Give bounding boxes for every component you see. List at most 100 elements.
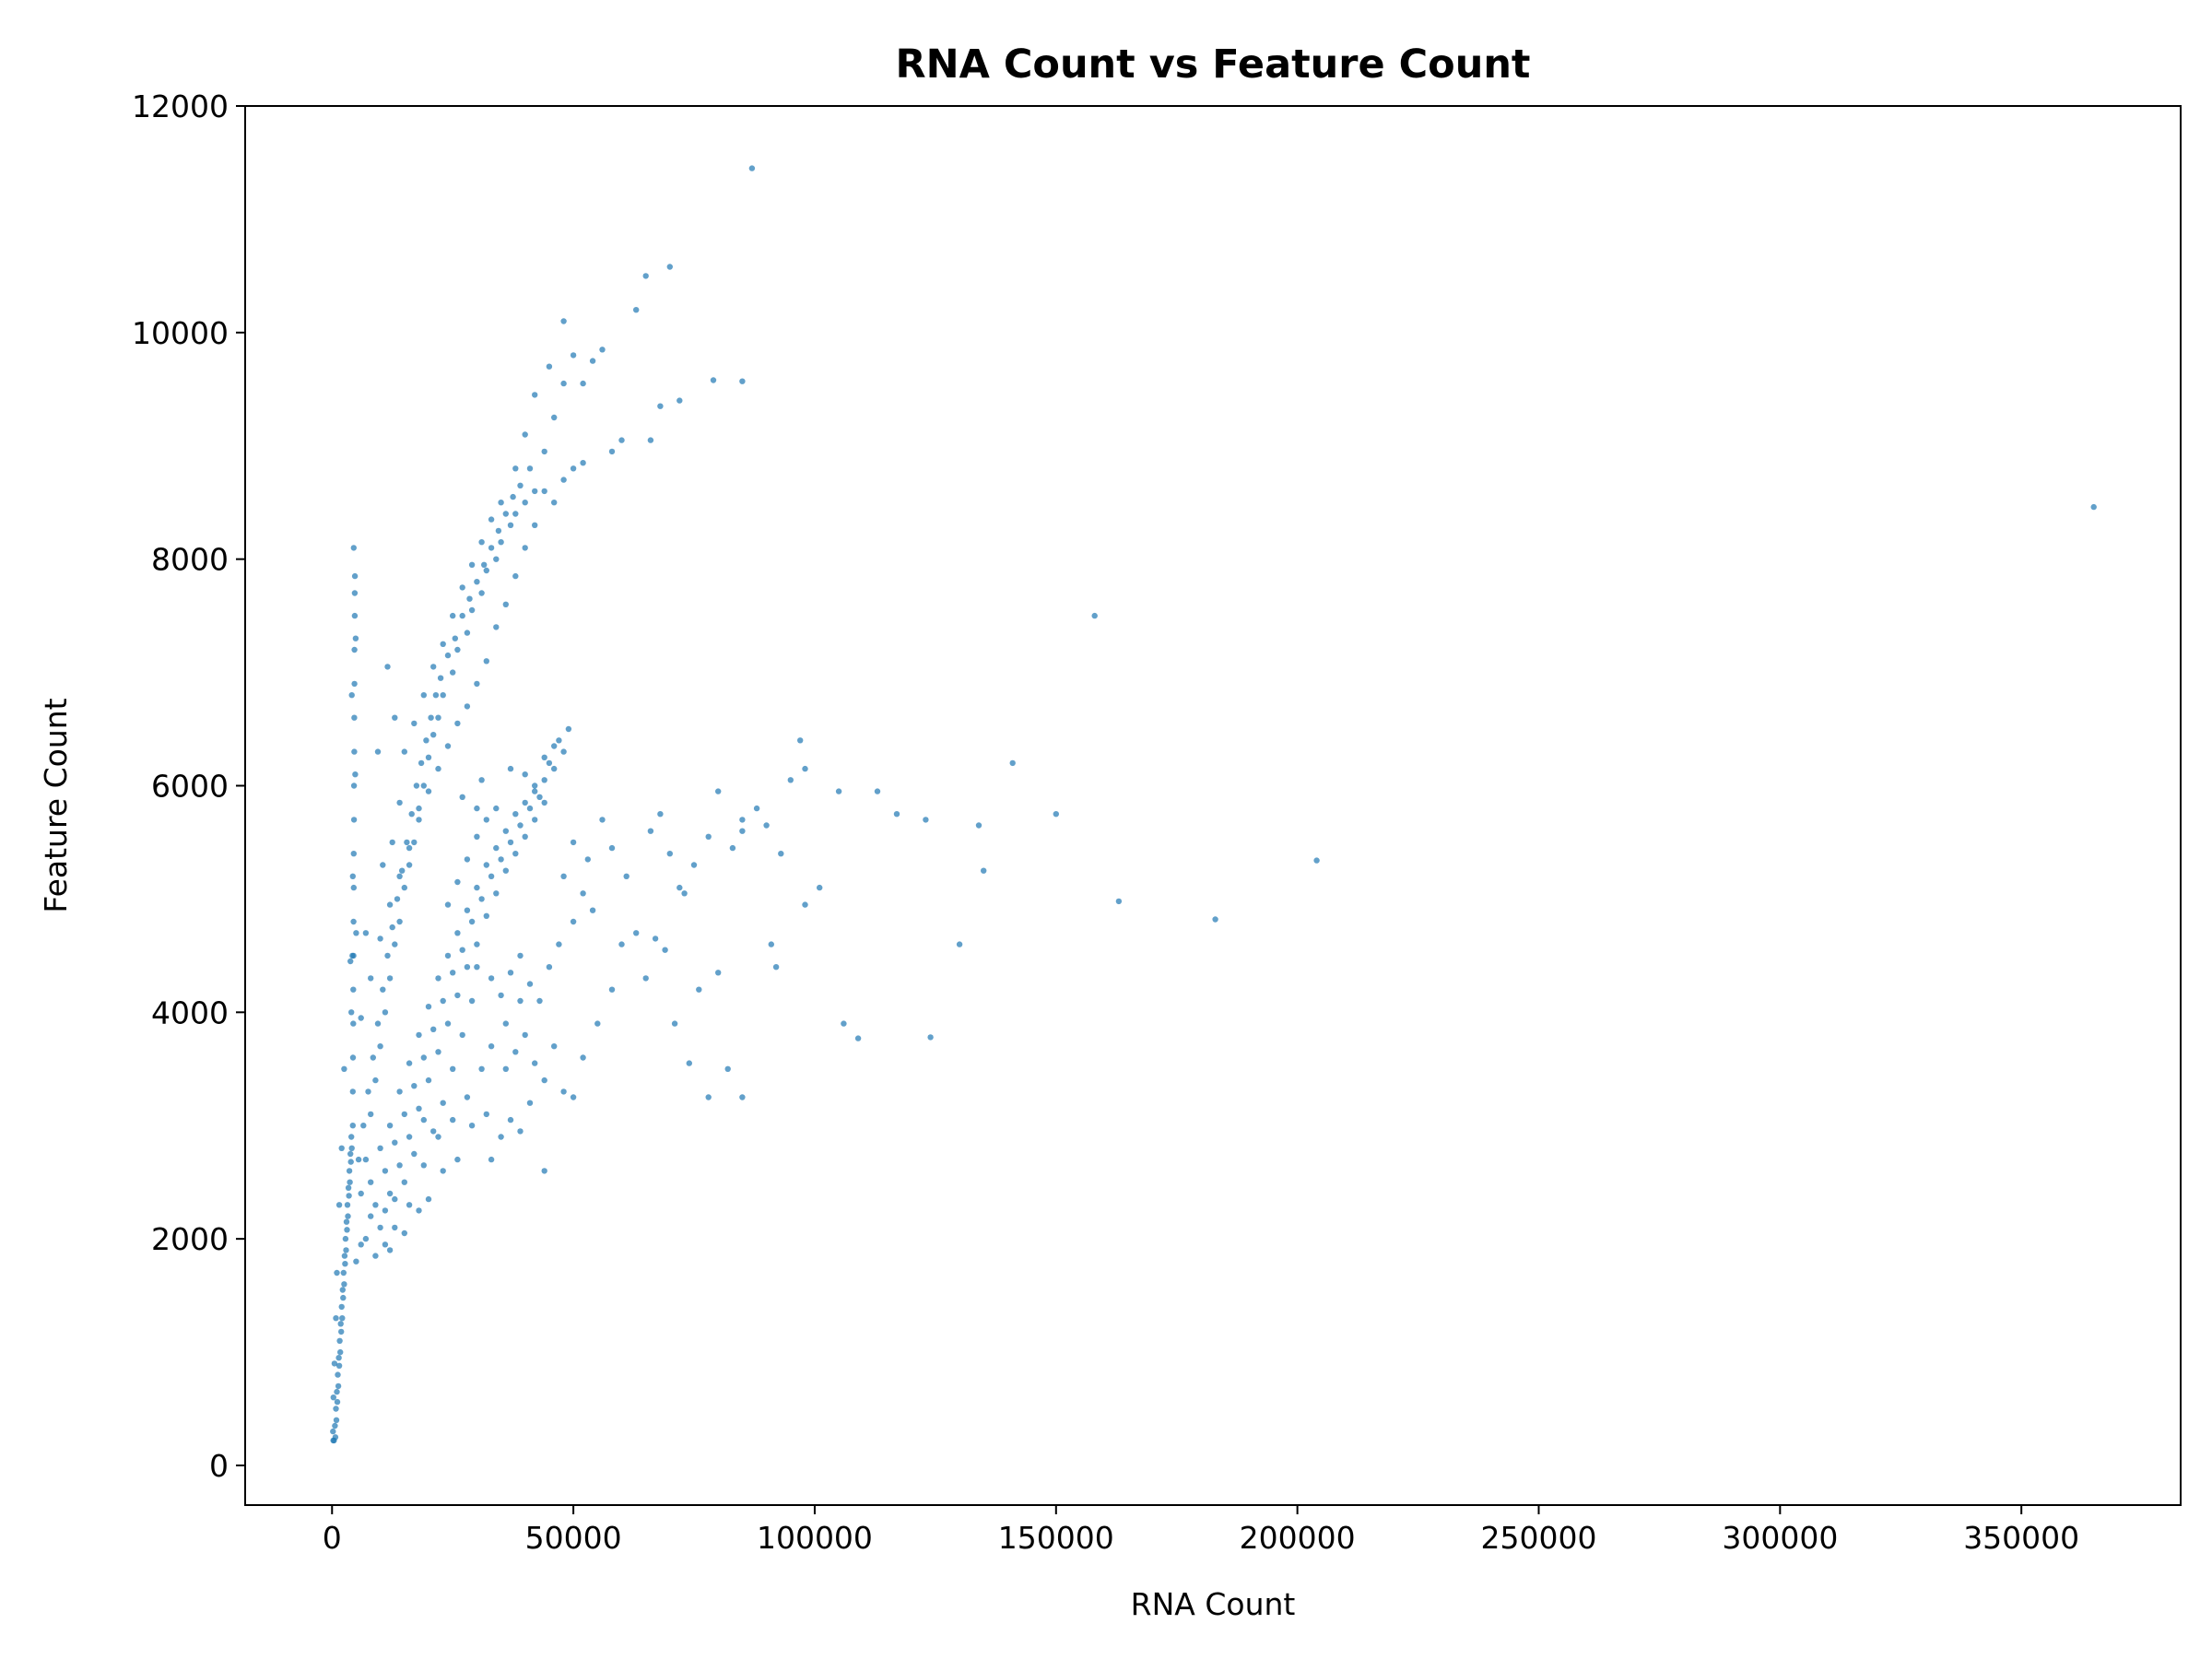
data-point	[468, 606, 476, 614]
data-point	[956, 941, 963, 947]
data-point	[498, 992, 504, 999]
data-point	[478, 539, 485, 546]
data-point	[365, 1088, 371, 1095]
data-point	[502, 828, 509, 834]
data-point	[342, 1261, 348, 1267]
data-point	[335, 1371, 341, 1378]
data-point	[350, 884, 357, 891]
data-point	[493, 556, 500, 562]
data-point	[444, 652, 452, 659]
data-point	[468, 997, 476, 1005]
data-point	[341, 1253, 348, 1259]
data-point	[551, 743, 558, 749]
data-point	[584, 856, 591, 863]
data-point	[468, 561, 476, 568]
data-point	[340, 1269, 347, 1277]
data-point	[495, 527, 502, 535]
x-axis-ticks: 0 50000 100000 150000 200000 250000 300000 3500…	[323, 1505, 2079, 1556]
data-point	[350, 817, 358, 823]
data-point	[464, 703, 471, 710]
data-point	[768, 941, 774, 947]
data-point	[401, 884, 407, 891]
data-point	[546, 964, 553, 971]
data-point	[512, 572, 519, 580]
data-point	[474, 884, 480, 891]
data-point	[401, 1111, 407, 1118]
data-point	[522, 799, 528, 806]
data-point	[418, 759, 425, 767]
data-point	[396, 918, 403, 925]
data-point	[927, 1034, 934, 1041]
data-point	[355, 1156, 362, 1163]
data-point	[345, 1184, 352, 1192]
data-point	[512, 511, 519, 517]
data-point	[330, 1428, 336, 1435]
data-point	[778, 851, 784, 857]
data-point	[541, 777, 547, 783]
x-axis-label: RNA Count	[1131, 1586, 1296, 1622]
data-point	[339, 1315, 346, 1322]
data-point	[551, 765, 558, 772]
data-point	[377, 935, 383, 942]
data-point	[349, 952, 356, 959]
data-point	[377, 1043, 383, 1050]
data-point	[380, 862, 386, 868]
data-point	[350, 986, 357, 993]
data-point	[362, 1235, 370, 1242]
data-point	[715, 788, 722, 794]
data-point	[333, 1406, 339, 1412]
data-point	[350, 918, 357, 925]
data-point	[346, 1193, 352, 1199]
data-point	[546, 759, 553, 767]
data-point	[560, 873, 567, 879]
data-point	[580, 380, 586, 387]
data-point	[428, 714, 434, 721]
chart-title: RNA Count vs Feature Count	[896, 41, 1531, 88]
data-point	[633, 307, 640, 313]
data-point	[647, 828, 654, 834]
data-point	[411, 1150, 418, 1158]
data-point	[420, 1054, 427, 1061]
data-point	[541, 799, 547, 806]
data-point	[541, 1168, 547, 1174]
data-point	[368, 1111, 374, 1118]
data-point	[464, 1094, 471, 1100]
data-point	[430, 732, 437, 738]
data-point	[532, 817, 538, 823]
x-tick-label: 100000	[757, 1520, 873, 1556]
data-point	[382, 1168, 389, 1174]
data-point	[478, 590, 485, 596]
data-point	[408, 811, 415, 818]
data-point	[444, 952, 452, 959]
data-point	[374, 1020, 382, 1027]
data-point	[677, 884, 683, 891]
y-axis-label: Feature Count	[38, 698, 74, 912]
data-point	[459, 947, 465, 953]
data-point	[450, 1065, 456, 1073]
data-point	[536, 997, 543, 1005]
data-point	[502, 1065, 509, 1073]
data-point	[686, 1060, 692, 1066]
data-point	[338, 1328, 345, 1335]
data-point	[454, 1156, 461, 1163]
data-point	[351, 612, 359, 619]
data-point	[350, 1020, 357, 1027]
data-point	[437, 675, 444, 681]
data-point	[401, 1179, 407, 1185]
data-point	[772, 964, 780, 971]
data-point	[623, 873, 629, 879]
data-point	[696, 986, 702, 993]
data-point	[406, 862, 413, 868]
data-point	[406, 1202, 413, 1208]
data-point	[1313, 857, 1320, 864]
data-point	[425, 1004, 432, 1010]
x-tick-label: 350000	[1963, 1520, 2079, 1556]
data-point	[560, 477, 567, 483]
data-point	[498, 539, 504, 546]
data-point	[459, 1031, 465, 1039]
data-point	[430, 1128, 437, 1135]
x-tick-label: 50000	[525, 1520, 622, 1556]
data-point	[483, 1111, 489, 1118]
